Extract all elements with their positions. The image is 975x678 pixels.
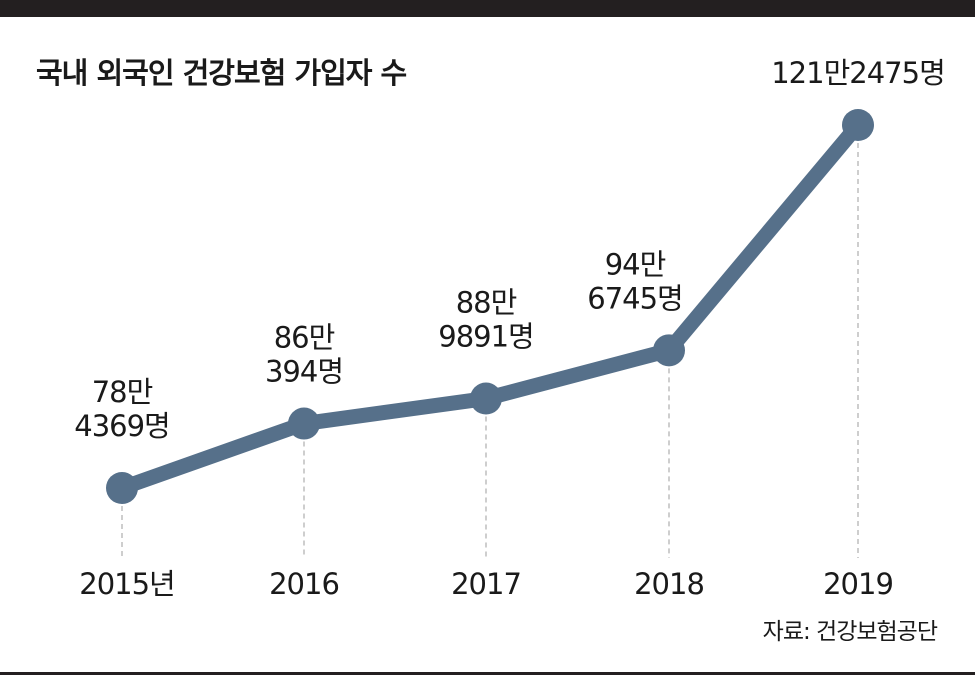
- x-tick-label-3: 2018: [634, 567, 704, 601]
- data-label-3-0: 94만: [605, 247, 666, 281]
- x-tick-label-1: 2016: [269, 567, 339, 601]
- chart-title: 국내 외국인 건강보험 가입자 수: [36, 56, 407, 90]
- data-point-0: [106, 472, 138, 504]
- data-label-2-0: 88만: [456, 286, 517, 320]
- data-point-4: [842, 109, 874, 141]
- data-label-1-1: 394명: [265, 355, 343, 389]
- data-point-3: [653, 334, 685, 367]
- data-point-2: [470, 382, 502, 415]
- source-note: 자료: 건강보험공단: [762, 619, 938, 645]
- data-label-4-0: 121만2475명: [771, 56, 945, 90]
- data-label-1-0: 86만: [274, 321, 335, 355]
- data-label-0-0: 78만: [92, 375, 153, 409]
- x-tick-label-0: 2015년: [79, 567, 174, 601]
- data-label-0-1: 4369명: [74, 409, 169, 443]
- data-label-3-1: 6745명: [587, 281, 682, 315]
- data-point-1: [288, 407, 320, 440]
- bottom-rule: [0, 672, 975, 675]
- top-bar: [0, 0, 975, 17]
- data-label-2-1: 9891명: [438, 320, 533, 354]
- x-tick-label-2: 2017: [451, 567, 521, 601]
- x-tick-label-4: 2019: [823, 567, 893, 601]
